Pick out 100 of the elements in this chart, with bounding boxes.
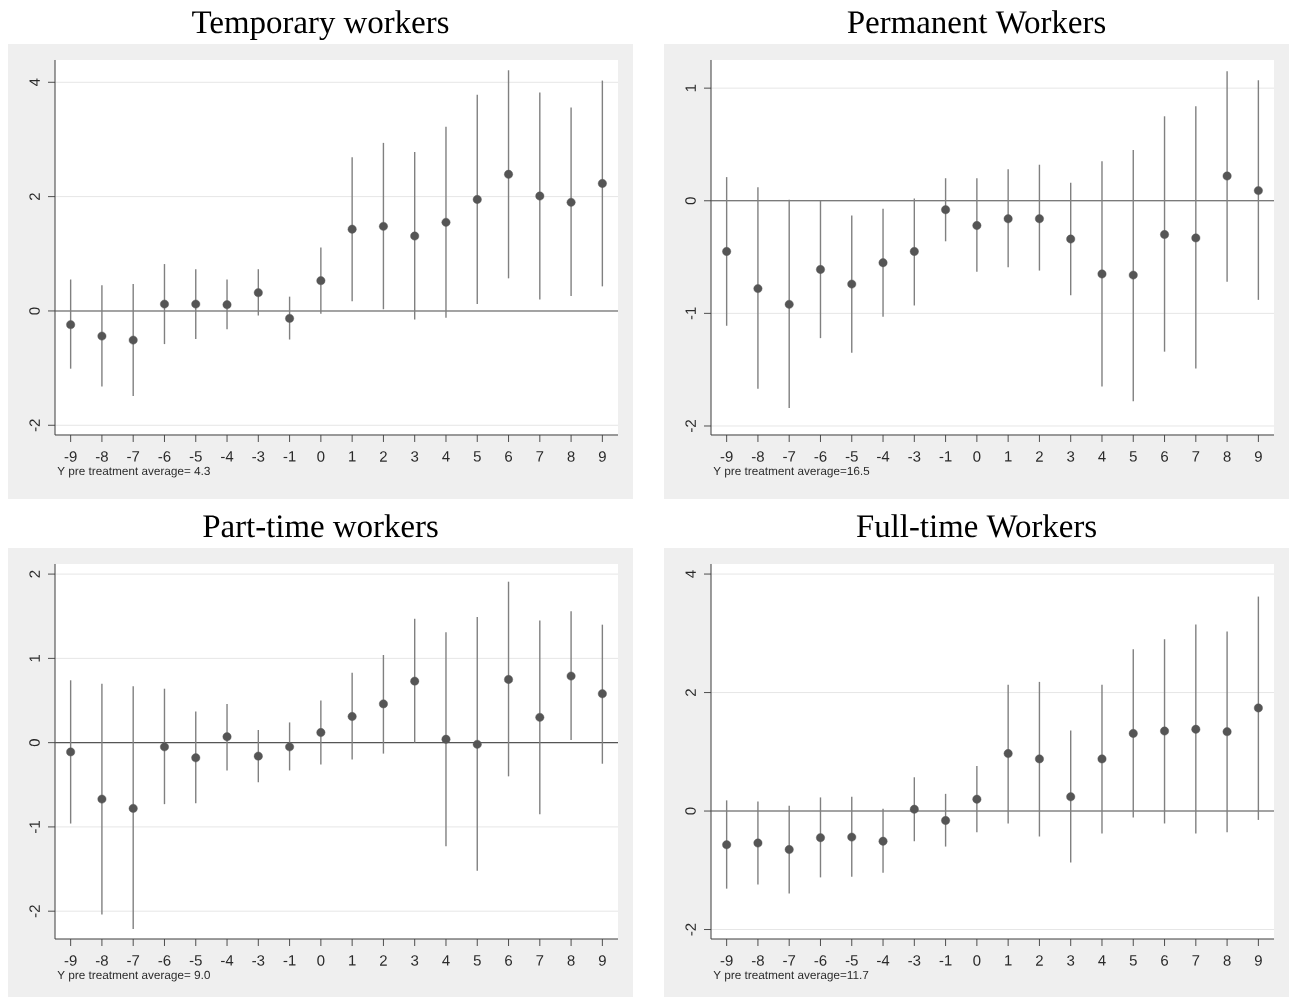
y-tick-label: 0 xyxy=(29,307,40,315)
x-tick-label: 4 xyxy=(1098,955,1106,966)
x-tick-label: 1 xyxy=(349,451,356,462)
point xyxy=(191,753,201,763)
x-tick-label: 2 xyxy=(380,451,387,462)
y-tick-label: -2 xyxy=(685,420,696,432)
y-tick-label: -2 xyxy=(29,419,40,432)
point xyxy=(941,816,950,825)
x-tick-label: 2 xyxy=(380,955,387,966)
x-tick-label: -3 xyxy=(908,955,921,966)
x-tick-label: 3 xyxy=(1067,451,1075,462)
x-tick-label: -3 xyxy=(908,451,921,462)
x-tick-label: -8 xyxy=(95,451,108,462)
x-tick-label: 8 xyxy=(567,451,575,462)
x-tick-label: 6 xyxy=(1161,451,1169,462)
x-tick-label: -1 xyxy=(939,955,952,966)
point xyxy=(379,699,388,709)
point xyxy=(1035,214,1044,224)
x-tick-label: 7 xyxy=(1192,955,1200,966)
x-tick-label: 1 xyxy=(1005,451,1012,462)
point xyxy=(1003,214,1013,224)
point xyxy=(816,265,825,274)
x-tick-label: 5 xyxy=(473,451,481,462)
point xyxy=(909,804,919,814)
x-tick-label: 8 xyxy=(1223,451,1231,462)
x-tick-label: 6 xyxy=(505,955,513,966)
x-tick-label: 8 xyxy=(1223,955,1231,966)
x-tick-label: -6 xyxy=(814,955,827,966)
point xyxy=(1128,729,1138,738)
x-tick-label: 0 xyxy=(317,955,325,966)
point xyxy=(1128,270,1138,280)
point xyxy=(97,794,107,804)
point xyxy=(847,279,857,289)
point xyxy=(379,221,388,231)
point xyxy=(566,197,576,207)
x-tick-label: 8 xyxy=(567,955,575,966)
y-tick-label: -2 xyxy=(685,923,696,936)
x-tick-label: -9 xyxy=(720,955,733,966)
y-tick-label: 1 xyxy=(29,654,40,662)
text: Y pre treatment average= 4.3 xyxy=(57,466,210,478)
y-tick-label: 1 xyxy=(685,84,696,92)
y-tick-label: 4 xyxy=(685,570,696,578)
text: Y pre treatment average=11.7 xyxy=(713,970,869,982)
y-tick-label: -1 xyxy=(29,821,40,833)
point xyxy=(316,728,326,737)
chart-title: Full-time Workers xyxy=(856,514,1096,538)
x-tick-label: -7 xyxy=(127,451,140,462)
point xyxy=(1097,754,1107,764)
point xyxy=(347,712,357,721)
point xyxy=(1160,726,1169,736)
x-tick-label: 9 xyxy=(1254,955,1262,966)
point xyxy=(1253,186,1263,196)
point xyxy=(878,258,888,268)
x-tick-label: 6 xyxy=(1161,955,1169,966)
x-tick-label: 9 xyxy=(598,451,606,462)
point xyxy=(753,838,763,848)
point xyxy=(410,676,420,686)
x-tick-label: -8 xyxy=(751,451,764,462)
x-tick-label: -9 xyxy=(720,451,733,462)
x-tick-label: 7 xyxy=(1192,451,1200,462)
x-tick-label: 7 xyxy=(536,955,544,966)
x-tick-label: 4 xyxy=(1098,451,1106,462)
x-tick-label: 0 xyxy=(973,955,981,966)
x-tick-label: -5 xyxy=(189,955,202,966)
x-tick-label: -4 xyxy=(221,955,234,966)
x-tick-label: -4 xyxy=(221,451,234,462)
x-tick-label: 3 xyxy=(411,451,419,462)
x-tick-label: -5 xyxy=(189,451,202,462)
x-tick-label: 6 xyxy=(505,451,513,462)
point xyxy=(816,833,825,843)
point xyxy=(66,320,76,330)
x-tick-label: 0 xyxy=(973,451,981,462)
x-tick-label: 5 xyxy=(473,955,481,966)
y-tick-label: -2 xyxy=(29,905,40,918)
text: Y pre treatment average= 9.0 xyxy=(57,970,210,982)
point xyxy=(160,299,169,309)
point xyxy=(285,742,294,752)
point xyxy=(253,751,263,761)
x-tick-label: -4 xyxy=(877,451,890,462)
point xyxy=(504,169,513,179)
y-tick-label: 2 xyxy=(29,193,40,201)
y-tick-label: 0 xyxy=(29,739,40,747)
x-tick-label: 4 xyxy=(442,955,450,966)
point xyxy=(597,179,607,188)
x-tick-label: 5 xyxy=(1129,451,1137,462)
point xyxy=(1160,230,1169,239)
x-tick-label: -7 xyxy=(783,955,796,966)
x-tick-label: -1 xyxy=(283,955,296,966)
point xyxy=(441,217,451,227)
y-tick-label: 0 xyxy=(685,197,696,205)
point xyxy=(128,803,138,813)
x-tick-label: -3 xyxy=(252,451,265,462)
x-tick-label: -1 xyxy=(939,451,952,462)
point xyxy=(1066,234,1076,244)
point xyxy=(222,300,232,310)
point xyxy=(784,299,794,309)
point xyxy=(222,732,232,742)
point xyxy=(1191,233,1201,243)
point xyxy=(1003,749,1013,758)
point xyxy=(66,747,76,757)
